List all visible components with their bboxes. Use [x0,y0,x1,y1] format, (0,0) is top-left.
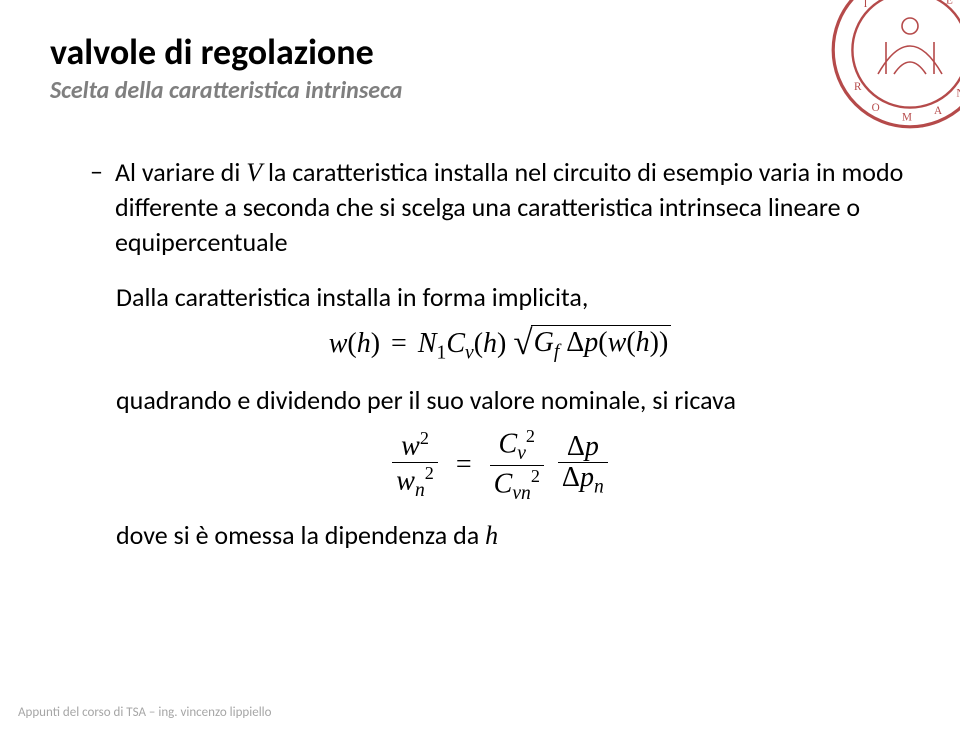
para4-var-h: h [485,521,498,550]
f2-delta2: Δ [562,462,580,493]
slide: I M P E R O M A N valvole di regolazione… [0,0,960,738]
svg-text:N: N [956,87,960,99]
f1-Csub: v [465,343,474,364]
university-seal-logo: I M P E R O M A N [830,0,960,130]
f2-Cn: C [494,468,513,499]
f1-Dp: Δ [566,327,584,358]
f2-frac-C: Cv2 Cvn2 [490,426,544,504]
f1-p: p [584,327,598,358]
paragraph-1: Al variare di V la caratteristica instal… [115,155,910,260]
f1-Gsub: f [554,342,559,363]
paragraph-2: Dalla caratteristica installa in forma i… [90,280,910,315]
f2-wn-sup: 2 [425,463,434,483]
sqrt-body: Gf Δp(w(h)) [531,325,672,364]
f2-delta1: Δ [567,431,585,462]
f1-h2: h [483,328,497,359]
f1-eq: = [387,328,411,359]
f1-h: h [357,328,371,359]
footer-text: Appunti del corso di TSA – ing. vincenzo… [18,705,272,720]
f1-Nsub: 1 [437,343,447,364]
f2-Dpnum: Δp [558,432,608,464]
f2-frac-w: w2 wn2 [392,428,438,502]
formula-1: w(h) = N1Cv(h) √ Gf Δp(w(h)) [90,325,910,365]
slide-subtitle: Scelta della caratteristica intrinseca [50,76,910,105]
f2-pn-sub: n [594,477,604,498]
f2-Cn-sub: vn [512,482,531,503]
f2-wn: w [396,466,415,497]
f2-Dpden: Δpn [558,463,608,498]
f2-Cn-sup: 2 [531,466,540,486]
para1-text-a: Al variare di [115,156,246,188]
f1-close: ) [371,328,380,359]
svg-text:I: I [864,0,868,10]
f1-sqrt: √ Gf Δp(w(h)) [513,325,671,364]
f2-eq: = [452,449,476,481]
paragraph-4: dove si è omessa la dipendenza da h [90,518,910,553]
f2-Cnum: Cv2 [490,426,544,465]
f1-w: w [329,328,348,359]
bullet-dash: – [90,155,103,260]
svg-text:M: M [902,111,912,123]
f1-C: C [446,328,465,359]
f1-h3open: ( [626,327,635,358]
svg-text:A: A [934,105,942,117]
f2-C-sup: 2 [526,426,535,446]
f2-Cden: Cvn2 [490,466,544,504]
f2-wn-sub: n [415,480,425,501]
f2-w: w [401,431,420,462]
slide-title: valvole di regolazione [50,30,910,74]
f2-wden: wn2 [392,463,438,501]
svg-text:O: O [872,102,880,114]
f1-N: N [418,328,437,359]
f2-frac-Dp: Δp Δpn [558,432,608,499]
content-area: – Al variare di V la caratteristica inst… [50,155,910,553]
f1-w2: w [608,327,627,358]
f2-C-sub: v [517,443,526,464]
f1-h3: h [636,327,650,358]
f1-h3close: )) [650,327,669,358]
svg-text:E: E [946,0,953,7]
para1-var-V: V [246,158,262,187]
f2-w-sup: 2 [420,428,429,448]
f2-p1: p [585,431,599,462]
f1-h2close: ) [497,328,506,359]
sqrt-symbol: √ [513,327,532,359]
para4-text-a: dove si è omessa la dipendenza da [116,519,485,551]
f2-C: C [499,428,518,459]
f2-wnum: w2 [392,428,438,463]
f2-p2: p [580,462,594,493]
f1-h2open: ( [474,328,483,359]
svg-text:R: R [854,81,862,93]
f1-open: ( [347,328,356,359]
paragraph-3: quadrando e dividendo per il suo valore … [90,383,910,418]
bullet-item-1: – Al variare di V la caratteristica inst… [90,155,910,260]
formula-2: w2 wn2 = Cv2 Cvn2 Δp Δpn [90,426,910,504]
f1-wh-open: ( [598,327,607,358]
f1-G: G [534,327,554,358]
